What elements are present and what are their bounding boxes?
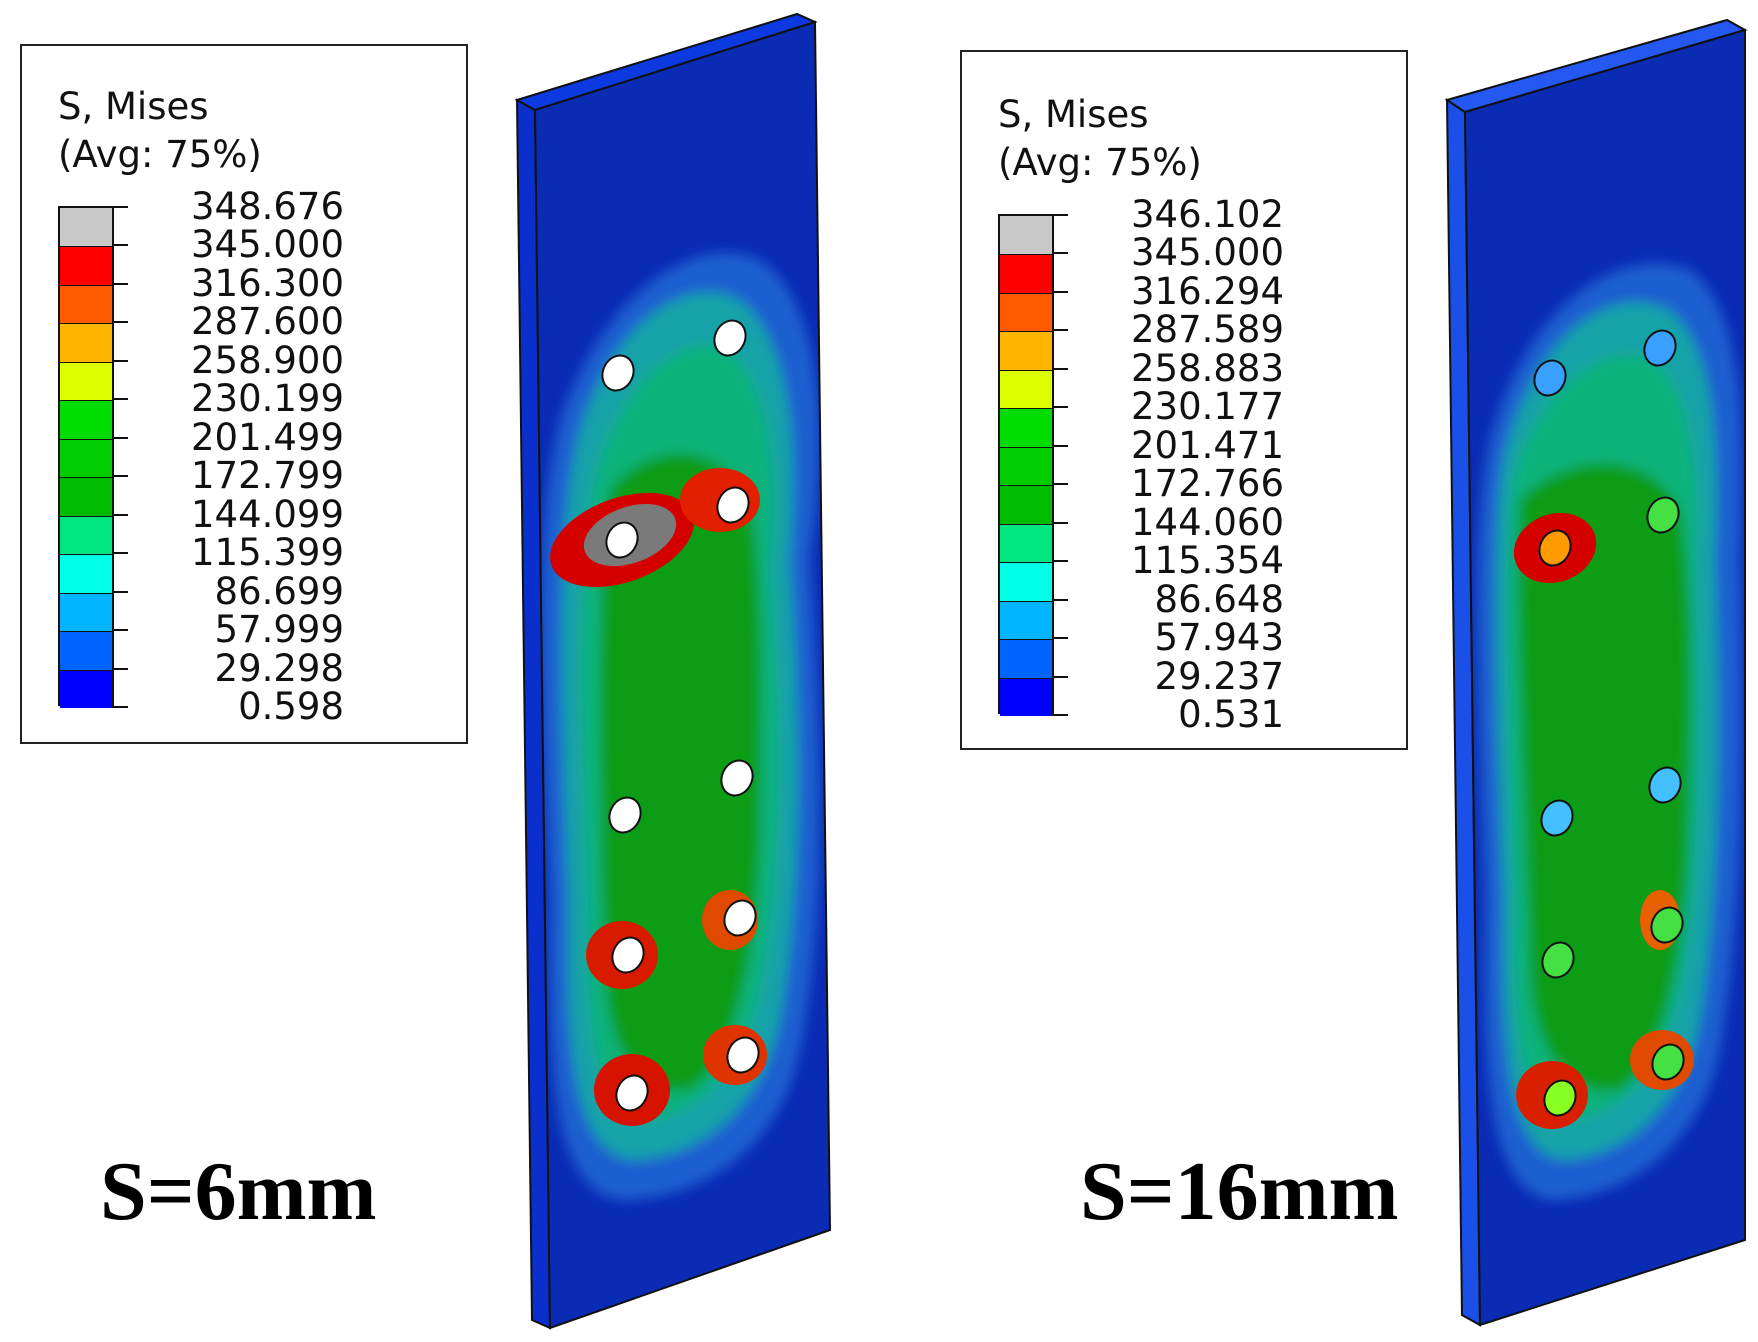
color-bar bbox=[998, 214, 1054, 716]
legend-band bbox=[1000, 523, 1052, 563]
legend-band bbox=[60, 592, 112, 632]
legend-value-label: 115.399 bbox=[190, 531, 344, 575]
legend-value-label: 0.531 bbox=[1178, 693, 1284, 736]
legend-value-label: 172.799 bbox=[190, 454, 344, 498]
legend-title: S, Mises bbox=[998, 93, 1149, 136]
legend-band bbox=[60, 323, 112, 362]
caption-s6: S=6mm bbox=[100, 1145, 377, 1238]
legend-title: S, Mises bbox=[58, 85, 209, 128]
legend-tick bbox=[1052, 714, 1068, 716]
legend-band bbox=[60, 361, 112, 401]
legend-value-label: 0.598 bbox=[238, 685, 344, 728]
legend-tick bbox=[112, 629, 128, 632]
legend-band bbox=[1000, 639, 1052, 678]
legend-tick bbox=[112, 706, 128, 708]
legend-band bbox=[60, 400, 112, 439]
legend-value-label: 144.099 bbox=[190, 492, 344, 536]
legend-band bbox=[1000, 562, 1052, 601]
legend-tick bbox=[112, 436, 128, 439]
legend-band bbox=[1000, 331, 1052, 370]
legend-value-label: 316.294 bbox=[1130, 269, 1284, 313]
legend-value-label: 230.177 bbox=[1130, 385, 1284, 429]
legend-value-label: 86.699 bbox=[214, 569, 344, 613]
legend-subtitle: (Avg: 75%) bbox=[998, 141, 1202, 184]
legend-tick bbox=[1052, 560, 1068, 563]
legend-tick bbox=[1052, 214, 1068, 216]
legend-value-label: 230.199 bbox=[190, 377, 344, 421]
legend-tick bbox=[1052, 290, 1068, 293]
legend-tick bbox=[1052, 367, 1068, 370]
legend-band bbox=[1000, 677, 1052, 716]
legend-value-label: 316.300 bbox=[190, 261, 344, 305]
legend-value-label: 29.298 bbox=[214, 646, 344, 690]
legend-value-label: 201.471 bbox=[1130, 423, 1284, 467]
legend-band bbox=[1000, 254, 1052, 293]
legend-value-label: 287.589 bbox=[1130, 308, 1284, 352]
legend-panel-s6: S, Mises (Avg: 75%) 348.676 345.000 316.30… bbox=[20, 44, 468, 744]
legend-value-label: 345.000 bbox=[190, 223, 344, 267]
legend-tick bbox=[1052, 637, 1068, 640]
legend-band bbox=[1000, 292, 1052, 332]
legend-tick bbox=[1052, 406, 1068, 409]
legend-band bbox=[1000, 446, 1052, 486]
legend-tick bbox=[112, 475, 128, 478]
legend-value-label: 86.648 bbox=[1154, 577, 1284, 621]
legend-value-label: 144.060 bbox=[1130, 500, 1284, 544]
legend-band bbox=[60, 554, 112, 593]
legend-tick bbox=[1052, 483, 1068, 486]
legend-tick bbox=[112, 552, 128, 555]
legend-tick bbox=[112, 359, 128, 362]
legend-band bbox=[1000, 369, 1052, 409]
legend-tick bbox=[1052, 598, 1068, 601]
legend-value-label: 348.676 bbox=[190, 185, 344, 228]
legend-value-label: 346.102 bbox=[1130, 193, 1284, 236]
legend-value-label: 57.943 bbox=[1154, 616, 1284, 660]
legend-value-label: 172.766 bbox=[1130, 462, 1284, 506]
legend-value-label: 345.000 bbox=[1130, 231, 1284, 275]
legend-tick bbox=[1052, 521, 1068, 524]
legend-panel-s16: S, Mises (Avg: 75%) 346.102 345.000 316.29… bbox=[960, 50, 1408, 750]
legend-band bbox=[60, 208, 112, 247]
legend-tick bbox=[1052, 329, 1068, 332]
legend-value-label: 115.354 bbox=[1130, 539, 1284, 583]
legend-band bbox=[1000, 216, 1052, 255]
legend-band bbox=[60, 246, 112, 285]
legend-tick bbox=[112, 206, 128, 208]
legend-band bbox=[60, 515, 112, 555]
legend-tick bbox=[1052, 444, 1068, 447]
legend-tick bbox=[1052, 252, 1068, 255]
color-bar bbox=[58, 206, 114, 708]
legend-value-label: 287.600 bbox=[190, 300, 344, 344]
legend-tick bbox=[1052, 675, 1068, 678]
caption-s16: S=16mm bbox=[1080, 1145, 1399, 1238]
bolt-holes bbox=[601, 319, 760, 1112]
legend-tick bbox=[112, 244, 128, 247]
legend-band bbox=[60, 631, 112, 670]
legend-subtitle: (Avg: 75%) bbox=[58, 133, 262, 176]
legend-value-label: 258.883 bbox=[1130, 346, 1284, 390]
legend-band bbox=[60, 477, 112, 516]
legend-band bbox=[60, 669, 112, 708]
legend-tick bbox=[112, 282, 128, 285]
legend-band bbox=[1000, 408, 1052, 447]
legend-value-label: 258.900 bbox=[190, 338, 344, 382]
legend-band bbox=[60, 284, 112, 324]
legend-value-label: 57.999 bbox=[214, 608, 344, 652]
legend-tick bbox=[112, 321, 128, 324]
legend-band bbox=[1000, 485, 1052, 524]
legend-tick bbox=[112, 398, 128, 401]
legend-value-label: 29.237 bbox=[1154, 654, 1284, 698]
legend-value-label: 201.499 bbox=[190, 415, 344, 459]
legend-band bbox=[1000, 600, 1052, 640]
legend-tick bbox=[112, 667, 128, 670]
legend-tick bbox=[112, 513, 128, 516]
bolt-holes bbox=[1533, 329, 1685, 1117]
legend-tick bbox=[112, 590, 128, 593]
legend-band bbox=[60, 438, 112, 478]
